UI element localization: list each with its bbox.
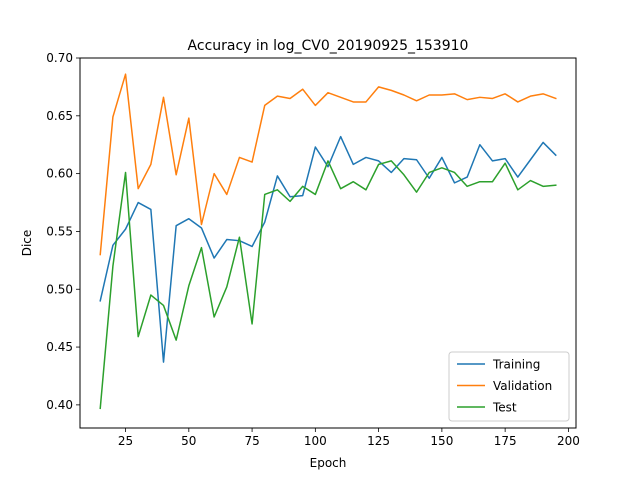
plot-area-frame [79,57,577,429]
x-tick-label: 150 [430,434,453,448]
axis-ticks: 25 50 75 100 125 150 175 200 0.40 0.45 0.50 0.55 0.6… [46,51,580,448]
x-tick-label: 200 [557,434,580,448]
legend-label-test: Test [492,401,517,415]
y-tick-label: 0.70 [46,51,73,65]
x-axis-label: Epoch [310,456,347,470]
series-line-test [99,160,557,410]
legend-label-validation: Validation [493,379,552,393]
y-tick-label: 0.65 [46,109,73,123]
x-tick-label: 75 [244,434,259,448]
x-tick-label: 100 [304,434,327,448]
y-tick-label: 0.50 [46,282,73,296]
series-line-validation [99,73,557,256]
y-tick-label: 0.60 [46,167,73,181]
chart-title: Accuracy in log_CV0_20190925_153910 [188,38,469,54]
series-group [99,73,557,410]
x-tick-label: 25 [118,434,133,448]
x-tick-label: 125 [367,434,390,448]
y-tick-label: 0.40 [46,398,73,412]
y-tick-label: 0.45 [46,340,73,354]
y-tick-label: 0.55 [46,224,73,238]
x-tick-label: 50 [181,434,196,448]
legend: Training Validation Test [448,351,570,422]
x-tick-label: 175 [494,434,517,448]
y-axis-label: Dice [20,230,34,257]
series-line-training [99,135,557,363]
legend-label-training: Training [492,358,540,372]
legend-box [448,351,570,422]
